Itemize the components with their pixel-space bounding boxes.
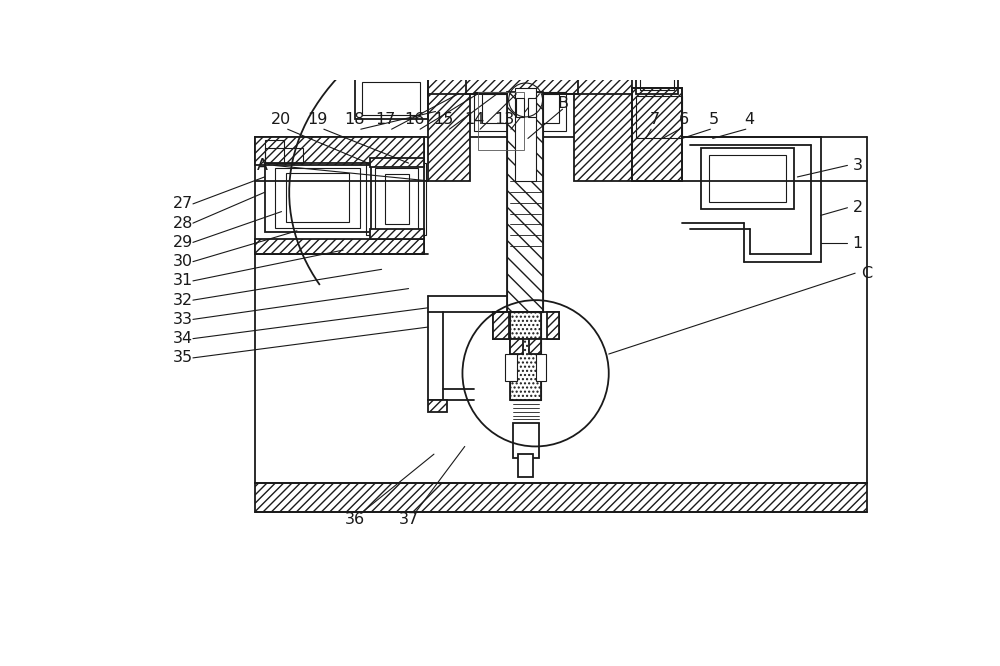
Bar (505, 354, 517, 381)
Text: C: C (861, 266, 872, 280)
Bar (512, 424, 539, 458)
Text: 2: 2 (852, 200, 863, 215)
Bar (493, 312, 559, 338)
Bar (428, 65, 632, 94)
Bar (536, 354, 546, 381)
Bar (574, 90, 632, 180)
Bar (636, 63, 678, 94)
Bar (701, 148, 794, 209)
Bar (366, 163, 426, 234)
Text: 18: 18 (344, 112, 365, 127)
Text: 28: 28 (173, 216, 193, 230)
Text: 16: 16 (404, 112, 424, 127)
Text: 19: 19 (308, 112, 328, 127)
Bar (482, 94, 559, 123)
Bar (265, 148, 303, 163)
Bar (466, 65, 578, 94)
Bar (385, 174, 409, 224)
Bar (507, 92, 543, 312)
Bar (516, 98, 524, 117)
Bar (474, 92, 566, 131)
Bar (428, 400, 447, 412)
Text: 14: 14 (464, 112, 484, 127)
Bar (493, 312, 509, 338)
Bar (355, 79, 428, 119)
Text: 34: 34 (173, 331, 193, 346)
Bar (640, 67, 674, 90)
Bar (510, 338, 523, 354)
Text: 35: 35 (173, 350, 193, 366)
Bar (255, 483, 867, 512)
Text: 31: 31 (173, 273, 193, 288)
Text: 36: 36 (345, 512, 365, 527)
Text: 7: 7 (650, 112, 660, 127)
Bar (510, 312, 541, 400)
Bar (510, 312, 541, 400)
Text: 4: 4 (745, 112, 755, 127)
Text: B: B (557, 97, 568, 111)
Bar (709, 155, 786, 202)
Bar (547, 312, 559, 338)
Bar (428, 90, 470, 180)
Bar (275, 168, 360, 228)
Bar (286, 173, 349, 222)
Bar (632, 89, 682, 180)
Bar (362, 82, 420, 115)
Bar (370, 229, 424, 238)
Bar (507, 92, 543, 312)
Text: 3: 3 (852, 158, 862, 173)
Text: 1: 1 (852, 236, 863, 250)
Text: 5: 5 (709, 112, 719, 127)
Bar (636, 96, 682, 139)
Text: 15: 15 (433, 112, 453, 127)
Bar (255, 238, 424, 254)
Bar (518, 454, 533, 478)
Bar (255, 137, 424, 165)
Text: 33: 33 (173, 312, 193, 327)
Bar (370, 158, 424, 167)
Text: 29: 29 (173, 235, 193, 250)
Text: 27: 27 (173, 196, 193, 211)
Text: 6: 6 (678, 112, 689, 127)
Bar (265, 140, 284, 163)
Text: 30: 30 (173, 254, 193, 269)
Bar (515, 89, 536, 180)
Bar (265, 163, 371, 232)
Text: 17: 17 (375, 112, 396, 127)
Bar (478, 92, 524, 150)
Bar (529, 338, 541, 354)
Text: 20: 20 (271, 112, 292, 127)
Bar (375, 168, 418, 229)
Text: A: A (257, 158, 268, 173)
Bar (528, 98, 536, 117)
Text: 32: 32 (173, 292, 193, 308)
Bar (632, 89, 682, 180)
Text: 37: 37 (398, 512, 419, 527)
Text: 13: 13 (495, 112, 515, 127)
